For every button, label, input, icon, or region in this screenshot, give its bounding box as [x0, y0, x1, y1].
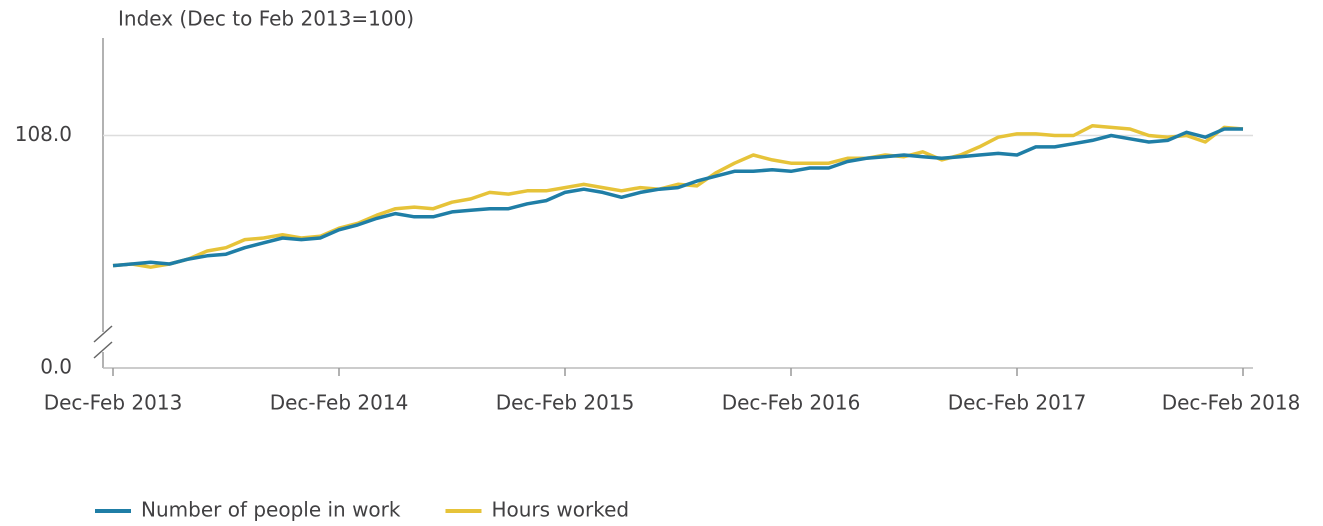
axis-break-mark	[93, 325, 113, 343]
y-axis-label: Index (Dec to Feb 2013=100)	[118, 7, 414, 31]
legend-label: Hours worked	[491, 498, 629, 522]
x-tick-label: Dec-Feb 2014	[270, 391, 409, 415]
series-line	[112, 124, 1244, 269]
x-tick-label: Dec-Feb 2018	[1162, 391, 1301, 415]
y-tick-label: 0.0	[40, 355, 72, 379]
x-tick-label: Dec-Feb 2015	[496, 391, 635, 415]
x-tick-label: Dec-Feb 2016	[722, 391, 861, 415]
legend-label: Number of people in work	[141, 498, 401, 522]
series-line	[112, 127, 1243, 268]
axis-break-mark	[93, 341, 113, 359]
axis-break-gap	[93, 332, 113, 352]
x-tick-label: Dec-Feb 2013	[44, 391, 183, 415]
x-tick-label: Dec-Feb 2017	[948, 391, 1087, 415]
y-tick-label: 108.0	[15, 122, 72, 146]
